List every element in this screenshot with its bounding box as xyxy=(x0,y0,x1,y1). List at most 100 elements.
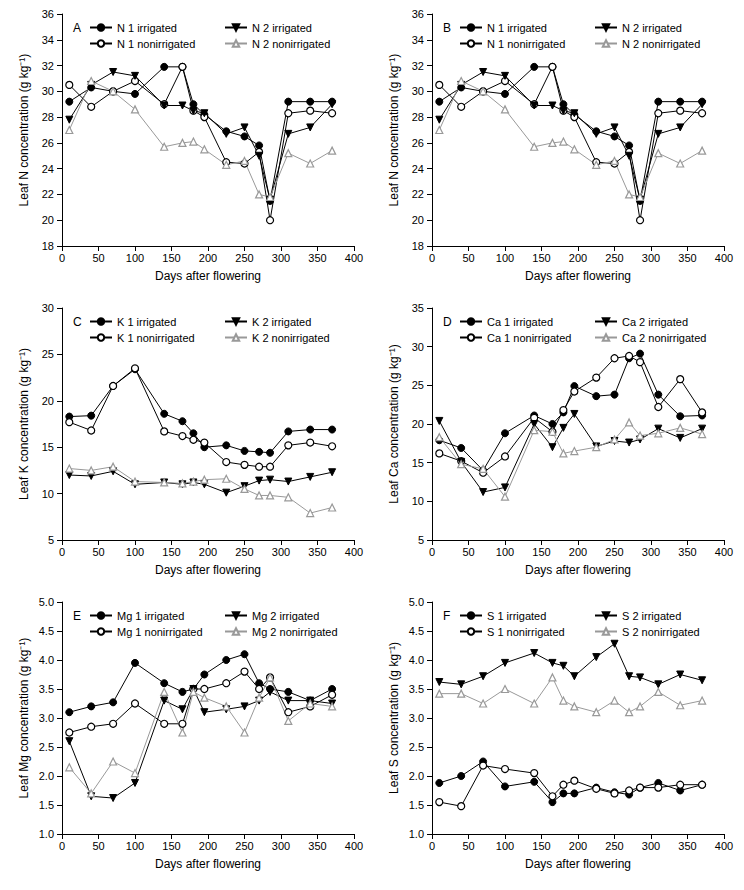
svg-text:300: 300 xyxy=(642,840,660,852)
svg-text:26: 26 xyxy=(412,137,424,149)
svg-text:18: 18 xyxy=(412,240,424,252)
svg-text:0: 0 xyxy=(59,252,65,264)
svg-text:10: 10 xyxy=(42,488,54,500)
svg-text:S 1 irrigated: S 1 irrigated xyxy=(487,610,546,622)
svg-text:18: 18 xyxy=(42,240,54,252)
svg-text:25: 25 xyxy=(42,348,54,360)
svg-text:250: 250 xyxy=(605,252,623,264)
svg-text:30: 30 xyxy=(42,85,54,97)
svg-text:Leaf Ca concentration (g kg⁻¹): Leaf Ca concentration (g kg⁻¹) xyxy=(387,344,401,503)
svg-text:400: 400 xyxy=(345,840,363,852)
svg-text:0: 0 xyxy=(429,252,435,264)
svg-text:Mg 2 irrigated: Mg 2 irrigated xyxy=(252,610,319,622)
svg-text:350: 350 xyxy=(308,546,326,558)
svg-text:250: 250 xyxy=(605,840,623,852)
svg-text:Leaf Mg concentration (g kg⁻¹): Leaf Mg concentration (g kg⁻¹) xyxy=(17,638,31,799)
svg-text:3.0: 3.0 xyxy=(39,712,54,724)
svg-text:150: 150 xyxy=(162,840,180,852)
svg-text:150: 150 xyxy=(532,252,550,264)
svg-text:0: 0 xyxy=(59,546,65,558)
svg-text:34: 34 xyxy=(42,34,54,46)
svg-text:350: 350 xyxy=(678,840,696,852)
svg-text:25: 25 xyxy=(412,379,424,391)
svg-text:36: 36 xyxy=(412,8,424,20)
svg-text:Days after flowering: Days after flowering xyxy=(155,857,261,871)
svg-text:20: 20 xyxy=(412,214,424,226)
svg-text:200: 200 xyxy=(199,252,217,264)
svg-text:B: B xyxy=(443,21,451,35)
svg-text:Ca 2 irrigated: Ca 2 irrigated xyxy=(622,316,688,328)
svg-text:400: 400 xyxy=(715,840,733,852)
svg-text:1.5: 1.5 xyxy=(39,799,54,811)
svg-text:F: F xyxy=(443,609,450,623)
svg-text:3.0: 3.0 xyxy=(409,712,424,724)
svg-text:10: 10 xyxy=(412,495,424,507)
svg-text:20: 20 xyxy=(42,395,54,407)
svg-text:N 2 nonirrigated: N 2 nonirrigated xyxy=(252,38,330,50)
svg-text:Leaf K concentration (g kg⁻¹): Leaf K concentration (g kg⁻¹) xyxy=(17,348,31,500)
svg-text:S 2 nonirrigated: S 2 nonirrigated xyxy=(622,626,700,638)
svg-text:5.0: 5.0 xyxy=(409,596,424,608)
svg-text:1.5: 1.5 xyxy=(409,799,424,811)
svg-text:30: 30 xyxy=(412,85,424,97)
svg-text:30: 30 xyxy=(412,341,424,353)
svg-text:35: 35 xyxy=(412,302,424,314)
svg-text:N 1 nonirrigated: N 1 nonirrigated xyxy=(117,38,195,50)
svg-text:100: 100 xyxy=(126,252,144,264)
svg-text:N 2 irrigated: N 2 irrigated xyxy=(252,22,312,34)
svg-text:300: 300 xyxy=(272,546,290,558)
svg-text:28: 28 xyxy=(42,111,54,123)
svg-text:28: 28 xyxy=(412,111,424,123)
svg-text:22: 22 xyxy=(412,188,424,200)
svg-text:250: 250 xyxy=(605,546,623,558)
svg-text:15: 15 xyxy=(412,457,424,469)
svg-text:150: 150 xyxy=(162,252,180,264)
svg-text:400: 400 xyxy=(715,546,733,558)
svg-text:0: 0 xyxy=(429,546,435,558)
svg-text:200: 200 xyxy=(199,840,217,852)
svg-text:300: 300 xyxy=(272,252,290,264)
svg-text:300: 300 xyxy=(642,252,660,264)
svg-text:2.5: 2.5 xyxy=(39,741,54,753)
svg-text:1.0: 1.0 xyxy=(409,828,424,840)
svg-text:26: 26 xyxy=(42,137,54,149)
svg-text:N 2 nonirrigated: N 2 nonirrigated xyxy=(622,38,700,50)
svg-text:300: 300 xyxy=(272,840,290,852)
svg-text:150: 150 xyxy=(532,546,550,558)
svg-text:36: 36 xyxy=(42,8,54,20)
svg-text:250: 250 xyxy=(235,252,253,264)
svg-text:350: 350 xyxy=(308,840,326,852)
svg-text:5: 5 xyxy=(48,534,54,546)
svg-text:15: 15 xyxy=(42,441,54,453)
svg-text:K 1 nonirrigated: K 1 nonirrigated xyxy=(117,332,195,344)
svg-text:150: 150 xyxy=(162,546,180,558)
svg-text:200: 200 xyxy=(199,546,217,558)
svg-text:50: 50 xyxy=(462,546,474,558)
svg-text:4.0: 4.0 xyxy=(409,654,424,666)
svg-text:100: 100 xyxy=(126,546,144,558)
svg-text:S 2 irrigated: S 2 irrigated xyxy=(622,610,681,622)
svg-text:N 1 irrigated: N 1 irrigated xyxy=(117,22,177,34)
svg-text:100: 100 xyxy=(496,546,514,558)
svg-text:D: D xyxy=(443,315,452,329)
svg-text:Ca 1 irrigated: Ca 1 irrigated xyxy=(487,316,553,328)
svg-text:2.0: 2.0 xyxy=(409,770,424,782)
svg-text:350: 350 xyxy=(678,546,696,558)
svg-text:100: 100 xyxy=(496,840,514,852)
svg-text:34: 34 xyxy=(412,34,424,46)
svg-text:Mg 1 nonirrigated: Mg 1 nonirrigated xyxy=(117,626,203,638)
svg-text:Mg 2 nonirrigated: Mg 2 nonirrigated xyxy=(252,626,338,638)
svg-text:350: 350 xyxy=(678,252,696,264)
svg-text:200: 200 xyxy=(569,252,587,264)
svg-text:300: 300 xyxy=(642,546,660,558)
svg-text:Mg 1 irrigated: Mg 1 irrigated xyxy=(117,610,184,622)
svg-text:24: 24 xyxy=(42,163,54,175)
svg-text:4.5: 4.5 xyxy=(409,625,424,637)
svg-text:K 2 irrigated: K 2 irrigated xyxy=(252,316,311,328)
svg-text:S 1 nonirrigated: S 1 nonirrigated xyxy=(487,626,565,638)
svg-text:E: E xyxy=(73,609,81,623)
svg-text:N 1 irrigated: N 1 irrigated xyxy=(487,22,547,34)
svg-text:100: 100 xyxy=(126,840,144,852)
svg-text:2.5: 2.5 xyxy=(409,741,424,753)
svg-text:150: 150 xyxy=(532,840,550,852)
